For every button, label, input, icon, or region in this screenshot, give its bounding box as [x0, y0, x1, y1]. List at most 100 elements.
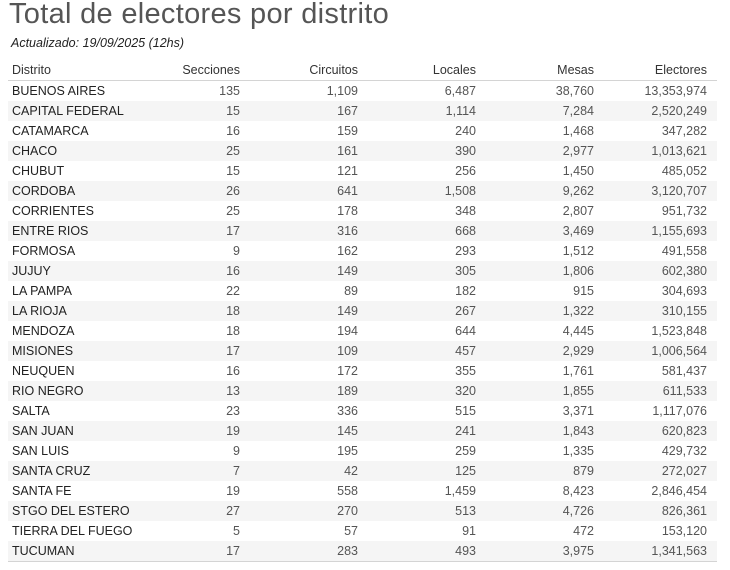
cell-mesas: 1,468	[562, 124, 594, 138]
cell-secciones: 18	[226, 324, 240, 338]
cell-mesas: 915	[573, 284, 594, 298]
cell-mesas: 7,284	[562, 104, 594, 118]
cell-secciones: 17	[226, 544, 240, 558]
table-row: RIO NEGRO 13 189 320 1,855 611,533	[8, 381, 717, 401]
cell-secciones: 15	[226, 164, 240, 178]
table-row: MENDOZA 18 194 644 4,445 1,523,848	[8, 321, 717, 341]
cell-secciones: 27	[226, 504, 240, 518]
table-row: JUJUY 16 149 305 1,806 602,380	[8, 261, 717, 281]
cell-electores: 485,052	[661, 164, 707, 178]
table-row: TIERRA DEL FUEGO 5 57 91 472 153,120	[8, 521, 717, 541]
cell-circuitos: 121	[337, 164, 358, 178]
cell-electores: 3,120,707	[651, 184, 707, 198]
table-row: FORMOSA 9 162 293 1,512 491,558	[8, 241, 717, 261]
cell-distrito: STGO DEL ESTERO	[12, 504, 130, 518]
cell-circuitos: 162	[337, 244, 358, 258]
cell-secciones: 16	[226, 124, 240, 138]
cell-locales: 1,459	[444, 484, 476, 498]
cell-mesas: 3,371	[562, 404, 594, 418]
cell-mesas: 2,977	[562, 144, 594, 158]
cell-locales: 293	[455, 244, 476, 258]
cell-locales: 493	[455, 544, 476, 558]
table-row: CATAMARCA 16 159 240 1,468 347,282	[8, 121, 717, 141]
cell-distrito: CORRIENTES	[12, 204, 94, 218]
cell-secciones: 25	[226, 204, 240, 218]
cell-distrito: SANTA FE	[12, 484, 72, 498]
table-body: BUENOS AIRES 135 1,109 6,487 38,760 13,353,97…	[8, 81, 717, 561]
cell-secciones: 5	[233, 524, 240, 538]
column-header-circuitos[interactable]: Circuitos	[309, 63, 358, 77]
table-row: SANTA FE 19 558 1,459 8,423 2,846,454	[8, 481, 717, 501]
table-row: SANTA CRUZ 7 42 125 879 272,027	[8, 461, 717, 481]
cell-secciones: 9	[233, 444, 240, 458]
column-header-locales[interactable]: Locales	[432, 63, 476, 77]
table-row: CAPITAL FEDERAL 15 167 1,114 7,284 2,520,249	[8, 101, 717, 121]
cell-locales: 91	[462, 524, 476, 538]
cell-locales: 1,508	[444, 184, 476, 198]
cell-circuitos: 189	[337, 384, 358, 398]
cell-locales: 305	[455, 264, 476, 278]
cell-distrito: SAN JUAN	[12, 424, 74, 438]
cell-electores: 826,361	[661, 504, 707, 518]
cell-circuitos: 316	[337, 224, 358, 238]
cell-distrito: CAPITAL FEDERAL	[12, 104, 124, 118]
table-row: SALTA 23 336 515 3,371 1,117,076	[8, 401, 717, 421]
cell-circuitos: 161	[337, 144, 358, 158]
cell-locales: 457	[455, 344, 476, 358]
cell-circuitos: 1,109	[326, 84, 358, 98]
cell-secciones: 135	[219, 84, 240, 98]
cell-distrito: TUCUMAN	[12, 544, 75, 558]
cell-locales: 125	[455, 464, 476, 478]
cell-electores: 1,341,563	[651, 544, 707, 558]
cell-locales: 515	[455, 404, 476, 418]
updated-timestamp: Actualizado: 19/09/2025 (12hs)	[11, 36, 185, 50]
cell-secciones: 19	[226, 484, 240, 498]
table-row: ENTRE RIOS 17 316 668 3,469 1,155,693	[8, 221, 717, 241]
cell-mesas: 1,855	[562, 384, 594, 398]
cell-secciones: 18	[226, 304, 240, 318]
cell-secciones: 9	[233, 244, 240, 258]
cell-locales: 6,487	[444, 84, 476, 98]
cell-circuitos: 195	[337, 444, 358, 458]
cell-electores: 2,520,249	[651, 104, 707, 118]
cell-distrito: CORDOBA	[12, 184, 76, 198]
cell-electores: 602,380	[661, 264, 707, 278]
cell-circuitos: 558	[337, 484, 358, 498]
cell-mesas: 1,335	[562, 444, 594, 458]
cell-secciones: 15	[226, 104, 240, 118]
cell-circuitos: 336	[337, 404, 358, 418]
cell-circuitos: 57	[344, 524, 358, 538]
table-row: SAN LUIS 9 195 259 1,335 429,732	[8, 441, 717, 461]
cell-mesas: 3,975	[562, 544, 594, 558]
cell-locales: 513	[455, 504, 476, 518]
column-header-distrito[interactable]: Distrito	[12, 63, 51, 77]
column-header-secciones[interactable]: Secciones	[182, 63, 240, 77]
cell-locales: 668	[455, 224, 476, 238]
cell-locales: 256	[455, 164, 476, 178]
electors-table: Distrito Secciones Circuitos Locales Mes…	[8, 61, 717, 562]
cell-electores: 304,693	[661, 284, 707, 298]
cell-distrito: LA RIOJA	[12, 304, 67, 318]
table-header: Distrito Secciones Circuitos Locales Mes…	[8, 61, 717, 81]
cell-mesas: 472	[573, 524, 594, 538]
cell-locales: 1,114	[445, 104, 476, 118]
cell-distrito: ENTRE RIOS	[12, 224, 89, 238]
cell-secciones: 7	[233, 464, 240, 478]
cell-electores: 310,155	[661, 304, 707, 318]
column-header-electores[interactable]: Electores	[654, 63, 707, 77]
cell-locales: 240	[455, 124, 476, 138]
cell-distrito: BUENOS AIRES	[12, 84, 106, 98]
cell-distrito: MISIONES	[12, 344, 74, 358]
cell-distrito: MENDOZA	[12, 324, 75, 338]
cell-secciones: 26	[226, 184, 240, 198]
cell-electores: 347,282	[661, 124, 707, 138]
cell-mesas: 4,726	[562, 504, 594, 518]
table-row: MISIONES 17 109 457 2,929 1,006,564	[8, 341, 717, 361]
table-row: BUENOS AIRES 135 1,109 6,487 38,760 13,353,97…	[8, 81, 717, 101]
column-header-mesas[interactable]: Mesas	[557, 63, 594, 77]
cell-mesas: 1,761	[562, 364, 594, 378]
cell-electores: 2,846,454	[651, 484, 707, 498]
cell-secciones: 25	[226, 144, 240, 158]
cell-electores: 13,353,974	[644, 84, 707, 98]
cell-mesas: 8,423	[562, 484, 594, 498]
